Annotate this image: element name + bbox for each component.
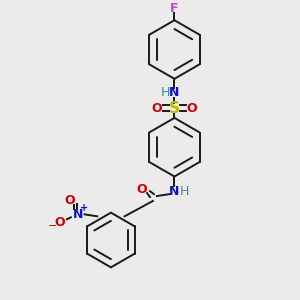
Text: N: N (169, 86, 180, 99)
Text: N: N (73, 208, 83, 221)
Text: S: S (169, 100, 180, 116)
Text: −: − (48, 221, 57, 231)
Text: O: O (55, 216, 65, 229)
Text: O: O (187, 102, 197, 115)
Text: F: F (170, 2, 179, 15)
Text: O: O (64, 194, 75, 207)
Text: O: O (152, 102, 162, 115)
Text: +: + (80, 202, 88, 212)
Text: H: H (161, 86, 170, 99)
Text: H: H (179, 185, 189, 198)
Text: N: N (169, 185, 180, 198)
Text: O: O (136, 183, 146, 196)
